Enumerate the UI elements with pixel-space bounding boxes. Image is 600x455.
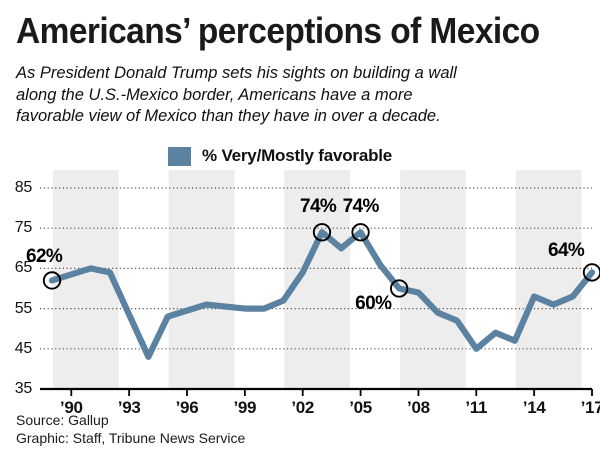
chart-band (400, 170, 466, 390)
x-axis-tick-label: ’08 (407, 398, 430, 417)
y-axis-tick-label: 45 (14, 339, 33, 357)
data-point-marker (351, 223, 370, 242)
x-axis-tick-label: ’96 (175, 398, 199, 417)
data-point-callout: 62% (26, 246, 63, 268)
y-axis-tick-label: 55 (14, 299, 33, 317)
y-axis-tick-label: 85 (14, 179, 33, 196)
x-axis-tick-label: ’11 (465, 398, 488, 417)
data-point-marker (312, 223, 332, 242)
graphic-credit-line: Graphic: Staff, Tribune News Service (16, 430, 246, 446)
data-line-very-mostly-favorable (48, 229, 596, 360)
x-axis-tick-label: ’99 (233, 398, 257, 417)
x-axis-tick-label: ’93 (117, 398, 141, 417)
y-axis-tick-label: 65 (14, 259, 33, 277)
footer-credits: Source: Gallup Graphic: Staff, Tribune N… (16, 411, 245, 447)
x-axis-tick-label: ’05 (349, 398, 372, 417)
y-axis-tick-label: 35 (14, 380, 33, 397)
data-point-marker (582, 263, 600, 282)
subtitle-deck: As President Donald Trump sets his sight… (16, 63, 568, 128)
deck-line-1: As President Donald Trump sets his sight… (16, 64, 457, 82)
x-axis-tick-label: ’90 (59, 398, 83, 417)
deck-line-2: along the U.S.-Mexico border, Americans … (16, 85, 413, 104)
data-point-callout: 74% (300, 196, 337, 218)
chart-svg (40, 170, 600, 396)
data-point-callout: 60% (355, 292, 392, 314)
chart-band (515, 170, 582, 390)
legend-swatch-icon (168, 146, 191, 166)
legend-label: % Very/Mostly favorable (202, 146, 393, 165)
y-axis-tick-label: 75 (14, 219, 33, 237)
chart-legend: % Very/Mostly favorable (168, 146, 392, 166)
data-point-callout: 74% (342, 196, 380, 218)
data-point-callout: 64% (548, 240, 585, 262)
page-title: Americans’ perceptions of Mexico (16, 10, 540, 51)
deck-line-3: favorable view of Mexico than they have … (16, 107, 441, 125)
line-chart (0, 170, 600, 410)
x-axis-tick-label: ’02 (291, 398, 315, 417)
data-point-marker (42, 271, 62, 290)
chart-band (168, 170, 235, 390)
source-line: Source: Gallup (16, 412, 109, 428)
x-axis-tick-label: ’14 (522, 398, 546, 417)
x-axis-tick-label: ’17 (580, 398, 600, 417)
data-point-marker (389, 279, 409, 298)
